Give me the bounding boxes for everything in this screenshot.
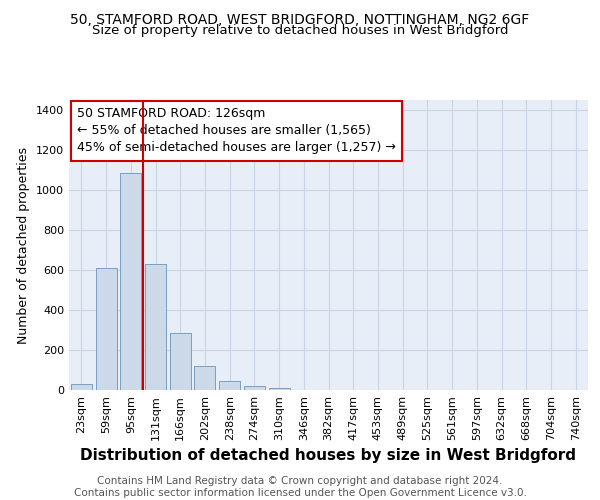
Bar [71,384,92,390]
X-axis label: Distribution of detached houses by size in West Bridgford: Distribution of detached houses by size … [80,448,577,464]
Bar [120,173,141,390]
Bar [244,386,265,390]
Bar [219,381,240,390]
Bar [170,333,191,390]
Text: 50 STAMFORD ROAD: 126sqm
← 55% of detached houses are smaller (1,565)
45% of sem: 50 STAMFORD ROAD: 126sqm ← 55% of detach… [77,108,395,154]
Bar [194,366,215,390]
Bar [95,268,116,390]
Text: Contains HM Land Registry data © Crown copyright and database right 2024.
Contai: Contains HM Land Registry data © Crown c… [74,476,526,498]
Bar [269,388,290,390]
Bar [145,264,166,390]
Text: Size of property relative to detached houses in West Bridgford: Size of property relative to detached ho… [92,24,508,37]
Text: 50, STAMFORD ROAD, WEST BRIDGFORD, NOTTINGHAM, NG2 6GF: 50, STAMFORD ROAD, WEST BRIDGFORD, NOTTI… [70,12,530,26]
Y-axis label: Number of detached properties: Number of detached properties [17,146,31,344]
